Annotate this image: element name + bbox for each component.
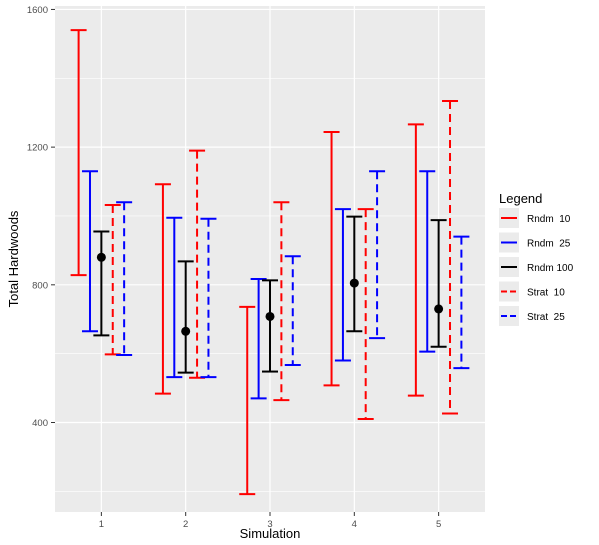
legend-label: Rndm 25 — [527, 239, 571, 250]
legend-item-1: Rndm 10 — [499, 208, 571, 228]
grid-lines — [55, 6, 485, 512]
legend-title: Legend — [499, 191, 542, 206]
error-bar — [166, 216, 183, 379]
mean-point — [349, 278, 359, 288]
chart-marks — [70, 29, 470, 496]
error-bar — [250, 277, 267, 400]
error-bar — [154, 183, 171, 395]
mean-point — [265, 311, 275, 321]
error-bar — [200, 217, 217, 379]
error-bar — [273, 201, 290, 402]
legend-label: Strat 25 — [527, 312, 565, 323]
y-tick-label: 400 — [32, 418, 48, 429]
series-5 — [116, 170, 470, 379]
mean-point — [181, 326, 191, 336]
error-bar — [81, 170, 98, 333]
legend-label: Strat 10 — [527, 288, 565, 299]
error-bar — [323, 130, 340, 387]
error-bar — [177, 260, 194, 374]
legend-item-2: Rndm 25 — [499, 232, 571, 253]
error-bar — [346, 215, 363, 333]
error-bar — [334, 208, 351, 362]
error-bar — [284, 255, 301, 367]
legend-keys: Rndm 10 Rndm 25 Rndm 100 Strat 10 Strat 25 — [499, 208, 574, 326]
x-tick-label: 5 — [436, 519, 441, 530]
error-bar — [407, 123, 424, 397]
x-tick-label: 3 — [267, 519, 272, 530]
error-bar — [369, 170, 386, 340]
y-axis-title: Total Hardwoods — [6, 210, 21, 307]
legend-key-box — [499, 306, 519, 326]
series-4 — [104, 100, 459, 421]
y-tick-label: 800 — [32, 280, 48, 291]
error-bar — [70, 29, 87, 277]
axes: 400 800 1200 1600 1 2 3 4 5 — [27, 5, 441, 530]
error-bar — [93, 230, 110, 337]
legend-label: Rndm 100 — [527, 263, 574, 274]
error-bar — [419, 170, 436, 353]
x-tick-label: 4 — [352, 519, 357, 530]
legend-item-4: Strat 10 — [499, 281, 565, 302]
error-bar — [116, 201, 133, 357]
x-tick-label: 2 — [183, 519, 188, 530]
legend-item-5: Strat 25 — [499, 306, 565, 326]
y-tick-label: 1200 — [27, 143, 48, 154]
legend-item-3: Rndm 100 — [499, 257, 574, 277]
x-tick-label: 1 — [99, 519, 104, 530]
series-3 — [93, 215, 447, 374]
error-bar — [239, 305, 256, 496]
y-tick-label: 1600 — [27, 5, 48, 16]
legend-label: Rndm 10 — [527, 214, 571, 225]
series-1 — [70, 29, 424, 496]
error-bar — [453, 235, 470, 370]
mean-point — [434, 304, 444, 314]
error-bar — [357, 208, 374, 421]
error-bar — [262, 279, 278, 373]
legend: Legend Rndm 10 Rndm 25 Rndm 100 Strat 10 Str… — [499, 191, 574, 326]
series-2 — [81, 170, 436, 400]
error-bar — [430, 219, 447, 348]
mean-point — [96, 252, 106, 262]
error-bar — [442, 100, 459, 415]
legend-key-box — [499, 281, 519, 302]
x-axis-title: Simulation — [240, 526, 301, 541]
